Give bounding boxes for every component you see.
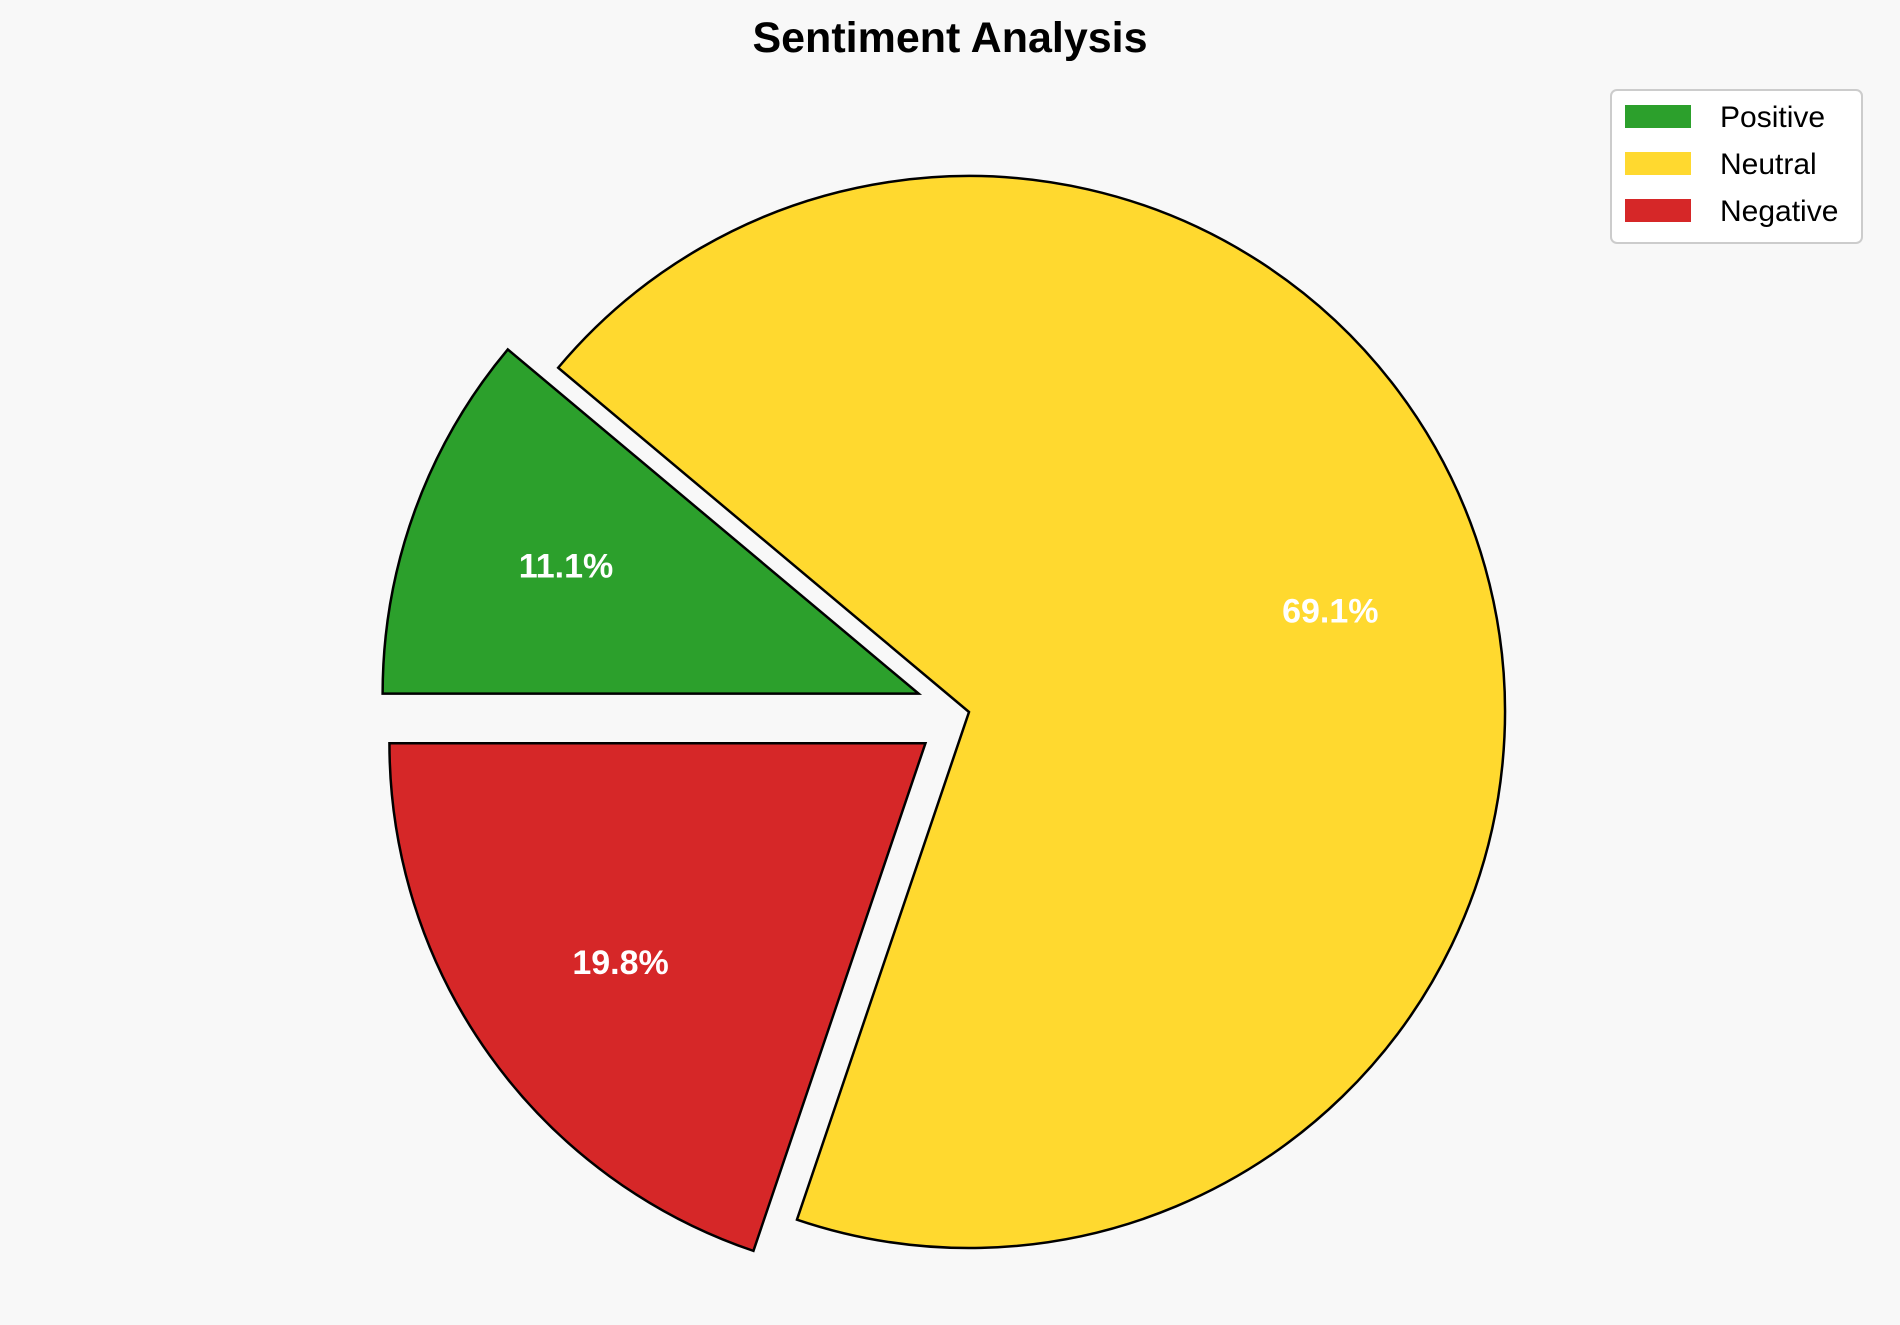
legend-label-neutral: Neutral <box>1720 148 1817 181</box>
slice-label-negative: 19.8% <box>572 944 668 982</box>
pie-slice-positive <box>381 347 923 695</box>
legend-swatch-positive <box>1625 105 1691 128</box>
pie-slice-neutral <box>556 174 1507 1250</box>
legend-swatch-neutral <box>1625 152 1691 175</box>
chart-title: Sentiment Analysis <box>752 14 1147 62</box>
legend-label-negative: Negative <box>1720 195 1838 228</box>
slice-label-positive: 11.1% <box>519 547 614 585</box>
slice-label-neutral: 69.1% <box>1282 593 1378 631</box>
legend-swatch-negative <box>1625 199 1691 222</box>
legend: Positive Neutral Negative <box>1610 89 1863 244</box>
legend-label-positive: Positive <box>1720 101 1825 134</box>
pie-slice-negative <box>388 741 928 1253</box>
